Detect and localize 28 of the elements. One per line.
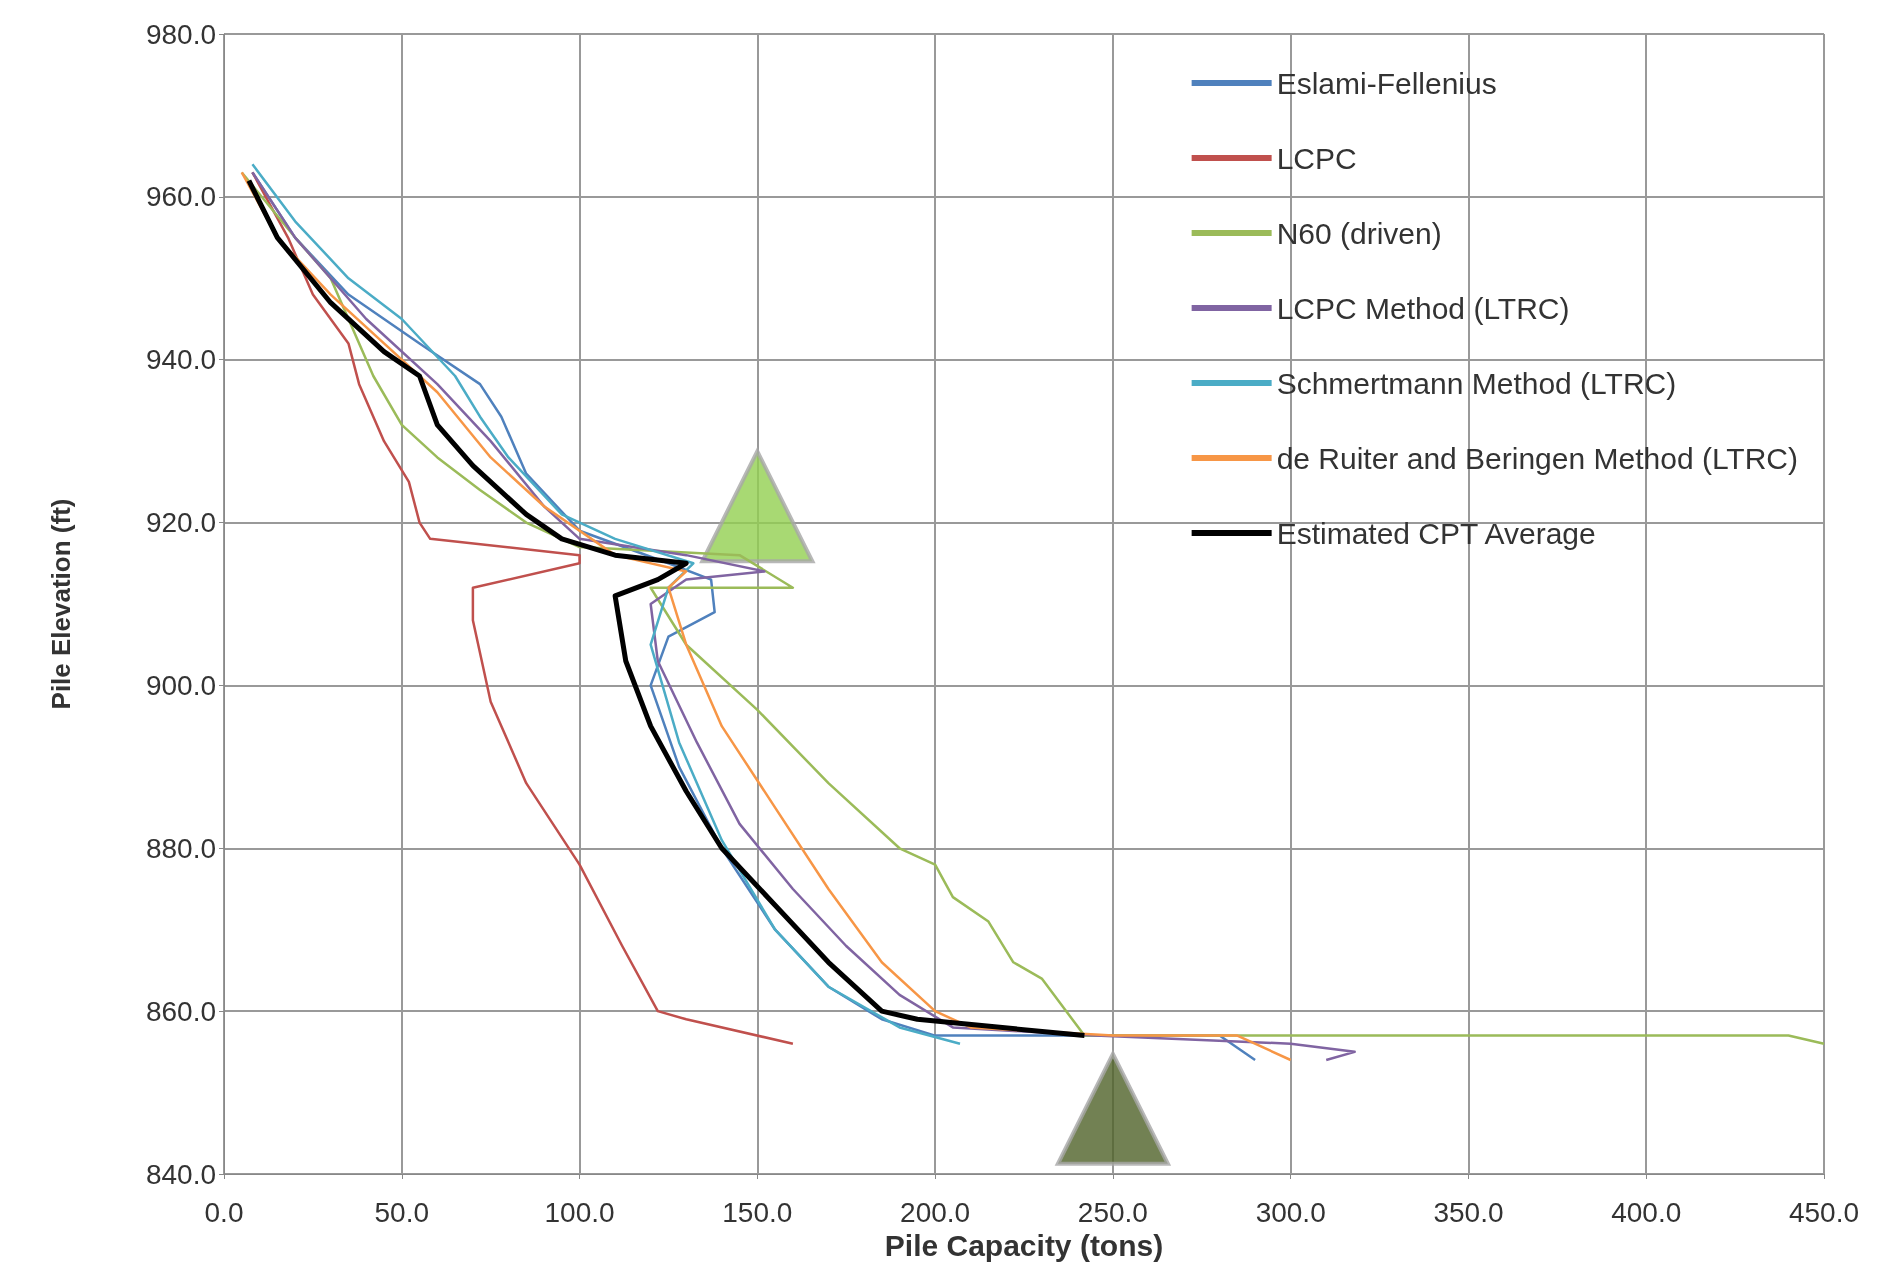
legend-label: Schmertmann Method (LTRC) (1276, 366, 1677, 400)
x-tick-label: 0.0 (204, 1196, 244, 1228)
x-tick-label: 100.0 (544, 1196, 615, 1228)
y-tick-label: 840.0 (145, 1158, 216, 1190)
x-tick-label: 450.0 (1788, 1196, 1860, 1228)
x-tick-label: 150.0 (722, 1196, 793, 1228)
legend-label: LCPC Method (LTRC) (1276, 291, 1570, 325)
y-tick-label: 900.0 (145, 669, 216, 701)
x-tick-label: 350.0 (1433, 1196, 1504, 1228)
x-tick-label: 250.0 (1077, 1196, 1148, 1228)
x-tick-label: 400.0 (1611, 1196, 1682, 1228)
legend-label: Estimated CPT Average (1276, 516, 1596, 550)
x-axis-title: Pile Capacity (tons) (884, 1229, 1164, 1263)
legend-label: N60 (driven) (1276, 216, 1442, 250)
legend-label: Eslami-Fellenius (1276, 66, 1497, 100)
line-series (251, 163, 962, 1045)
x-tick-label: 200.0 (900, 1196, 971, 1228)
y-tick-label: 920.0 (145, 507, 216, 539)
legend-label: LCPC (1276, 141, 1357, 175)
y-tick-label: 880.0 (145, 832, 216, 864)
x-tick-label: 300.0 (1255, 1196, 1326, 1228)
y-tick-label: 980.0 (145, 18, 216, 50)
y-tick-label: 960.0 (145, 181, 216, 213)
x-tick-label: 50.0 (374, 1196, 430, 1228)
legend-label: de Ruiter and Beringen Method (LTRC) (1276, 441, 1799, 475)
y-tick-label: 860.0 (145, 995, 216, 1027)
y-tick-label: 940.0 (145, 344, 216, 376)
y-axis-title: Pile Elevation (ft) (46, 498, 76, 710)
